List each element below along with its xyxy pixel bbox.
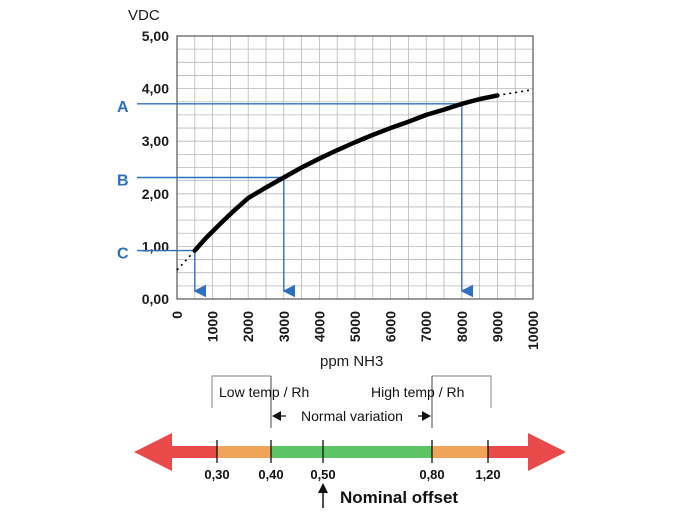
marker-label: C — [117, 246, 129, 263]
normal-left-arrowhead — [272, 411, 281, 421]
orange-left-segment — [217, 446, 271, 458]
x-tick-label: 0 — [169, 311, 185, 319]
x-tick-label: 7000 — [418, 311, 434, 342]
y-tick-label: 2,00 — [142, 186, 169, 202]
normal-label-bg — [286, 407, 418, 425]
red-left-segment — [165, 446, 217, 458]
left-arrowhead — [134, 433, 172, 471]
chart-grid — [176, 35, 534, 300]
scale-tick-label: 0,50 — [310, 467, 335, 482]
x-tick-label: 5000 — [347, 311, 363, 342]
y-tick-label: 4,00 — [142, 81, 169, 97]
low-temp-label: Low temp / Rh — [219, 384, 309, 400]
x-tick-label: 10000 — [525, 311, 541, 350]
x-tick-label: 9000 — [489, 311, 505, 342]
x-tick-label: 6000 — [383, 311, 399, 342]
reading-markers: A B C — [117, 99, 474, 298]
orange-right-segment — [432, 446, 488, 458]
marker-label: A — [117, 99, 129, 116]
x-tick-label: 4000 — [311, 311, 327, 342]
x-tick-label: 8000 — [454, 311, 470, 342]
y-tick-labels: 0,00 1,00 2,00 3,00 4,00 5,00 — [142, 28, 169, 307]
red-right-segment — [488, 446, 536, 458]
y-tick-label: 0,00 — [142, 291, 169, 307]
scale-tick-label: 0,80 — [419, 467, 444, 482]
x-axis-label: ppm NH3 — [320, 353, 383, 370]
y-tick-label: 5,00 — [142, 28, 169, 44]
plot-frame — [176, 35, 534, 300]
right-arrowhead — [528, 433, 566, 471]
offset-scale: Low temp / Rh High temp / Rh Normal vari… — [134, 375, 566, 508]
curve-extrapolation-low — [176, 250, 196, 271]
x-tick-label: 1000 — [205, 311, 221, 342]
x-tick-labels: 0 1000 2000 3000 4000 5000 6000 7000 8000 9000 100… — [169, 311, 541, 350]
high-bracket — [432, 375, 492, 408]
y-tick-label: 3,00 — [142, 133, 169, 149]
scale-tick-label: 0,40 — [258, 467, 283, 482]
marker-label: B — [117, 172, 129, 189]
curve-group — [176, 88, 534, 271]
y-axis-label: VDC — [128, 7, 160, 24]
green-segment — [271, 446, 432, 458]
x-tick-label: 2000 — [240, 311, 256, 342]
curve-extrapolation-high — [497, 88, 534, 97]
scale-tick-label: 1,20 — [475, 467, 500, 482]
low-bracket — [211, 375, 271, 408]
normal-right-arrowhead — [422, 411, 431, 421]
scale-tick-label: 0,30 — [204, 467, 229, 482]
nominal-pointer-arrowhead — [318, 483, 328, 493]
response-curve — [192, 93, 500, 253]
nominal-offset-label: Nominal offset — [340, 488, 458, 507]
x-tick-label: 3000 — [276, 311, 292, 342]
normal-variation-label: Normal variation — [301, 408, 403, 424]
y-tick-label: 1,00 — [142, 238, 169, 254]
high-temp-label: High temp / Rh — [371, 384, 464, 400]
